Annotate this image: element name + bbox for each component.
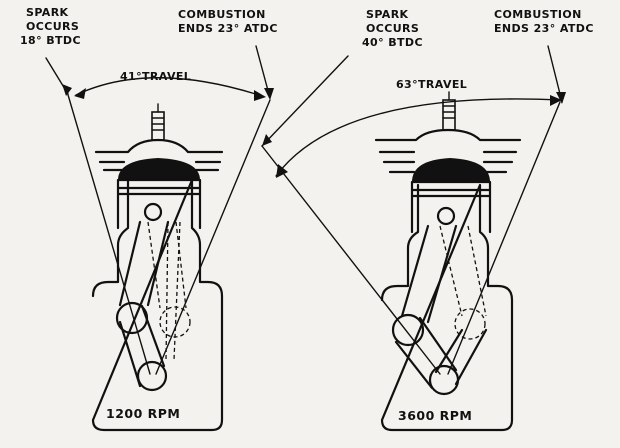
combustion-line-right (447, 101, 561, 375)
crankshaft-left (136, 360, 168, 392)
connecting-rod-left (118, 220, 170, 307)
spark-label-right-2: OCCURS (366, 22, 419, 35)
labels-left: SPARK OCCURS 18° BTDC COMBUSTION ENDS 23… (20, 6, 278, 421)
crank-web-right (394, 316, 458, 390)
piston-crown-right (412, 158, 490, 182)
travel-arrow-start-right (276, 164, 288, 178)
crankshaft-right (428, 364, 460, 396)
rpm-label-right: 3600 RPM (398, 408, 472, 423)
engine-left (45, 45, 274, 432)
combustion-arrowhead-left (264, 88, 274, 100)
piston-crown-left (118, 158, 200, 180)
spark-label-left-2: OCCURS (26, 20, 79, 33)
travel-label-left: 41°TRAVEL (120, 70, 191, 83)
labels-right: SPARK OCCURS 40° BTDC COMBUSTION ENDS 23… (362, 8, 594, 423)
spark-label-left-3: 18° BTDC (20, 34, 81, 47)
spark-plug-left (151, 103, 165, 141)
crankpin-right (391, 313, 425, 347)
spark-label-right-3: 40° BTDC (362, 36, 423, 49)
spark-pointer-right (261, 55, 349, 147)
wrist-pin-right (436, 206, 456, 226)
spark-label-right-1: SPARK (366, 8, 409, 21)
travel-arrow-start-left (74, 88, 86, 99)
travel-arrow-end-right (550, 95, 562, 106)
combustion-label-right-2: ENDS 23° ATDC (494, 22, 594, 35)
combustion-label-left-1: COMBUSTION (178, 8, 266, 21)
connecting-rod-lower-right (434, 328, 488, 386)
piston-right (410, 180, 492, 234)
spark-plug-right (442, 91, 456, 131)
spark-label-left-1: SPARK (26, 6, 69, 19)
travel-arc-left (75, 77, 263, 97)
crankpin-alt-right (454, 308, 486, 340)
connecting-rod-alt-left (147, 221, 187, 361)
combustion-label-left-2: ENDS 23° ATDC (178, 22, 278, 35)
piston-left (116, 178, 202, 230)
spark-line-right (261, 145, 441, 375)
spark-line-left (65, 87, 151, 375)
spark-arrowhead-right (262, 134, 272, 146)
spark-arrowhead-left (62, 84, 72, 96)
crankpin-alt-left (159, 306, 191, 338)
travel-arrow-end-left (254, 90, 266, 101)
combustion-arrowhead-right (556, 92, 566, 104)
connecting-rod-right (400, 224, 458, 324)
crankcase-outline-right (380, 183, 514, 432)
travel-arc-right (275, 98, 561, 177)
rpm-label-left: 1200 RPM (106, 406, 180, 421)
connecting-rod-alt-right (439, 225, 487, 317)
crank-web-left (118, 304, 166, 388)
wrist-pin-left (143, 202, 163, 222)
engine-right (261, 45, 566, 432)
travel-label-right: 63°TRAVEL (396, 78, 467, 91)
combustion-label-right-1: COMBUSTION (494, 8, 582, 21)
combustion-line-left (155, 99, 271, 375)
